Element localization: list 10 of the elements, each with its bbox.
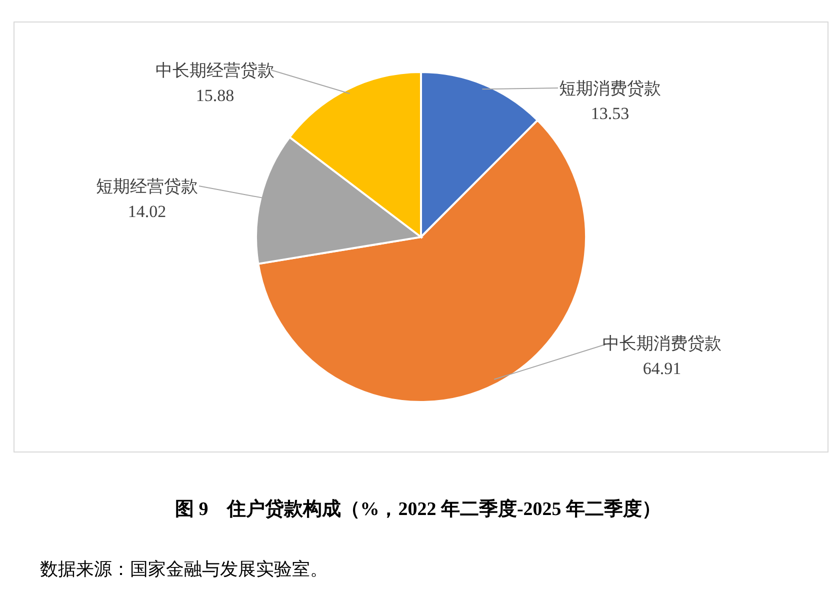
text: 图 9 住户贷款构成（%，2022 年二季度-2025 年二季度） — [174, 498, 662, 520]
data-label: 64.91 — [642, 359, 682, 378]
slice-label: 中长期经营贷款 — [156, 61, 274, 80]
slice-label: 中长期消费贷款 — [602, 334, 722, 353]
slice-label: 短期经营贷款 — [96, 177, 198, 196]
data-label: 13.53 — [590, 104, 630, 123]
slice-label: 短期消费贷款 — [559, 79, 661, 98]
data-label: 14.02 — [128, 202, 166, 221]
source-note: 数据来源：国家金融与发展实验室。 — [40, 559, 328, 579]
data-label: 15.88 — [196, 86, 234, 105]
